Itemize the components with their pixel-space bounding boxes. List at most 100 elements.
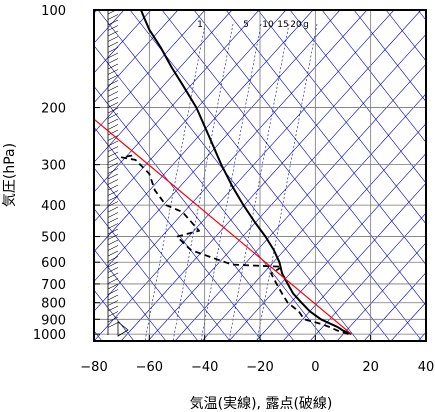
mixing-ratio-label: 20 bbox=[290, 20, 302, 30]
y-tick-label: 300 bbox=[41, 159, 66, 174]
wind-barb bbox=[107, 10, 117, 15]
wind-barb bbox=[107, 168, 119, 174]
wind-barb bbox=[107, 118, 119, 125]
wind-barb bbox=[107, 278, 119, 284]
adiabat-guide-line bbox=[94, 208, 199, 341]
adiabat-guide-line bbox=[94, 248, 167, 341]
y-tick-label: 100 bbox=[41, 4, 66, 19]
wind-barb bbox=[107, 267, 119, 273]
adiabat-guide-line bbox=[97, 10, 359, 341]
wind-barb bbox=[107, 157, 119, 163]
isotherm-guide-line bbox=[336, 242, 426, 341]
mixing-ratio-label: 5 bbox=[243, 20, 249, 30]
isotherm-guide-line bbox=[309, 212, 426, 341]
series-layer bbox=[94, 10, 352, 336]
adiabat-guide-line bbox=[353, 10, 426, 103]
wind-barb-flag bbox=[117, 321, 129, 337]
isotherm-guide-line bbox=[94, 10, 395, 341]
adiabat-guide-line bbox=[161, 10, 423, 341]
parcel-line bbox=[94, 118, 352, 335]
wind-barb bbox=[107, 58, 119, 64]
mixing-ratio-label: g bbox=[303, 20, 309, 30]
mixing-ratio-label: 10 bbox=[262, 20, 274, 30]
y-tick-label: 800 bbox=[41, 297, 66, 312]
wind-barb bbox=[107, 91, 119, 97]
x-axis-title: 気温(実線), 露点(破線) bbox=[190, 396, 333, 412]
wind-barb bbox=[107, 179, 119, 185]
wind-barb bbox=[107, 261, 119, 268]
wind-barb bbox=[107, 289, 119, 295]
wind-barb bbox=[107, 250, 119, 257]
y-tick-label: 600 bbox=[41, 256, 66, 271]
adiabat-guide-line bbox=[94, 126, 263, 341]
wind-barb bbox=[107, 223, 119, 229]
y-tick-label: 400 bbox=[41, 199, 66, 214]
wind-barb bbox=[107, 245, 119, 251]
adiabat-guide-line bbox=[193, 10, 426, 306]
isotherm-guide-line bbox=[120, 10, 422, 341]
adiabat-guide-line bbox=[289, 10, 426, 184]
isotherm-guide-line bbox=[94, 10, 152, 74]
wind-barb bbox=[107, 74, 119, 81]
wind-barb bbox=[107, 129, 119, 136]
wind-barb bbox=[107, 212, 119, 218]
mixing-ratio-line bbox=[228, 23, 290, 341]
wind-barb bbox=[107, 184, 119, 191]
wind-barb bbox=[107, 41, 119, 48]
mixing-ratio-labels: 1 5 10 15 20 g bbox=[197, 20, 309, 30]
wind-barb bbox=[107, 25, 119, 31]
wind-barb bbox=[107, 140, 119, 147]
mixing-ratio-line bbox=[144, 23, 206, 341]
x-tick-label: −80 bbox=[80, 360, 107, 375]
x-tick-label: −60 bbox=[136, 360, 163, 375]
wind-barb bbox=[107, 228, 119, 235]
mixing-ratio-label: 15 bbox=[277, 20, 288, 30]
isotherm-guide-line bbox=[94, 10, 260, 193]
wind-barb bbox=[107, 316, 119, 323]
isotherm-guide-line bbox=[94, 10, 233, 163]
adiabat-guide-line bbox=[257, 10, 426, 225]
adiabat-guide-line bbox=[321, 10, 426, 143]
wind-barb bbox=[107, 162, 119, 169]
adiabat-guide-line bbox=[94, 167, 231, 341]
wind-barb bbox=[107, 322, 119, 328]
dewpoint-line bbox=[120, 154, 349, 335]
wind-barb bbox=[107, 113, 119, 119]
y-tick-label: 700 bbox=[41, 278, 66, 293]
wind-barb bbox=[107, 283, 119, 290]
wind-barb bbox=[107, 256, 119, 262]
x-tick-label: −20 bbox=[246, 360, 273, 375]
wind-barb bbox=[107, 294, 119, 301]
wind-barb bbox=[107, 63, 119, 70]
isotherm-guide-line bbox=[147, 33, 426, 341]
mixing-ratio-line bbox=[256, 23, 318, 341]
wind-barb bbox=[107, 201, 119, 207]
x-tick-label: 40 bbox=[418, 360, 435, 375]
wind-barb bbox=[107, 146, 119, 152]
adiabat-guide-line bbox=[225, 10, 426, 266]
wind-barb bbox=[107, 30, 119, 37]
isotherm-guide-line bbox=[282, 182, 426, 341]
temperature-line bbox=[140, 10, 352, 336]
wind-barb bbox=[107, 124, 119, 130]
wind-barb bbox=[107, 107, 119, 114]
isotherm-guide-line bbox=[255, 152, 426, 341]
wind-barb bbox=[107, 234, 119, 240]
wind-barb bbox=[107, 272, 119, 279]
wind-barb bbox=[107, 206, 119, 213]
wind-barb bbox=[107, 151, 119, 158]
isotherm-guide-line bbox=[228, 123, 426, 341]
adiabat-guide-line bbox=[94, 85, 295, 341]
wind-barb bbox=[107, 102, 119, 108]
wind-barb bbox=[107, 300, 119, 306]
y-tick-label: 200 bbox=[41, 102, 66, 117]
y-tick-label: 900 bbox=[41, 313, 66, 328]
x-tick-label: −40 bbox=[191, 360, 218, 375]
wind-barb bbox=[107, 69, 119, 75]
x-tick-label: 0 bbox=[311, 360, 319, 375]
y-tick-label: 500 bbox=[41, 231, 66, 246]
adiabat-guide-line bbox=[94, 45, 327, 341]
isotherm-guide-line bbox=[94, 10, 179, 104]
wind-barbs-layer bbox=[107, 10, 129, 337]
wind-barb bbox=[107, 305, 119, 312]
